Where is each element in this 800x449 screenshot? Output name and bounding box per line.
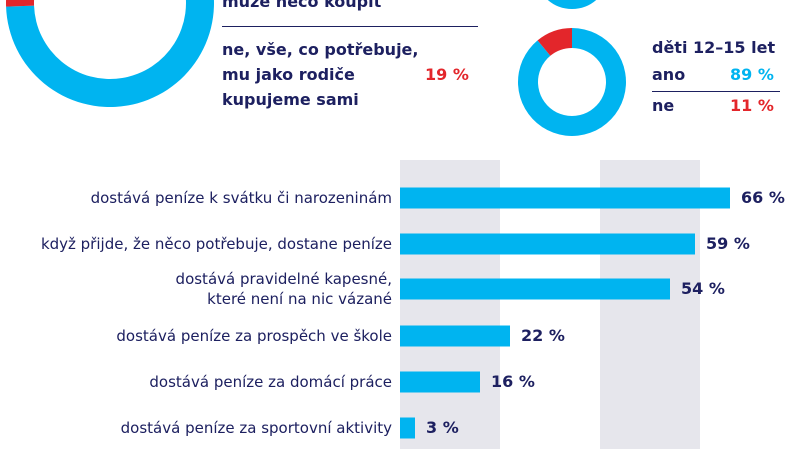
category-label: ano	[652, 65, 686, 84]
value-label: 22 %	[521, 326, 565, 345]
category-label: dostává peníze za sportovní aktivity	[120, 419, 392, 437]
category-label: může něco koupit	[222, 0, 382, 11]
donut-slice	[517, 28, 626, 137]
pie-title: děti 12–15 let	[652, 38, 776, 57]
donut-slice	[6, 0, 214, 107]
category-label: dostává pravidelné kapesné, které není n…	[175, 270, 392, 308]
bar	[400, 325, 510, 347]
value-label: 16 %	[491, 372, 535, 391]
value-label: 19 %	[425, 65, 469, 84]
bar	[400, 417, 415, 439]
separator	[652, 91, 780, 92]
category-label: když přijde, že něco potřebuje, dostane …	[40, 235, 392, 253]
bar	[400, 187, 730, 209]
category-label: ne, vše, co potřebuje, mu jako rodiče ku…	[222, 40, 419, 109]
value-label: 59 %	[706, 234, 750, 253]
separator	[222, 26, 478, 27]
value-label: 66 %	[741, 188, 785, 207]
category-label: dostává peníze za domácí práce	[149, 373, 392, 391]
category-label: dostává peníze za prospěch ve škole	[116, 327, 392, 345]
value-label: 89 %	[730, 65, 774, 84]
bar	[400, 233, 695, 255]
category-label: ne	[652, 96, 675, 115]
category-label: dostává peníze k svátku či narozeninám	[90, 189, 392, 207]
value-label: 11 %	[730, 96, 774, 115]
value-label: 3 %	[426, 418, 459, 437]
value-label: 54 %	[681, 279, 725, 298]
donut-slice	[537, 28, 572, 56]
bar	[400, 371, 480, 393]
bar	[400, 278, 670, 300]
donut-slice	[6, 0, 35, 7]
